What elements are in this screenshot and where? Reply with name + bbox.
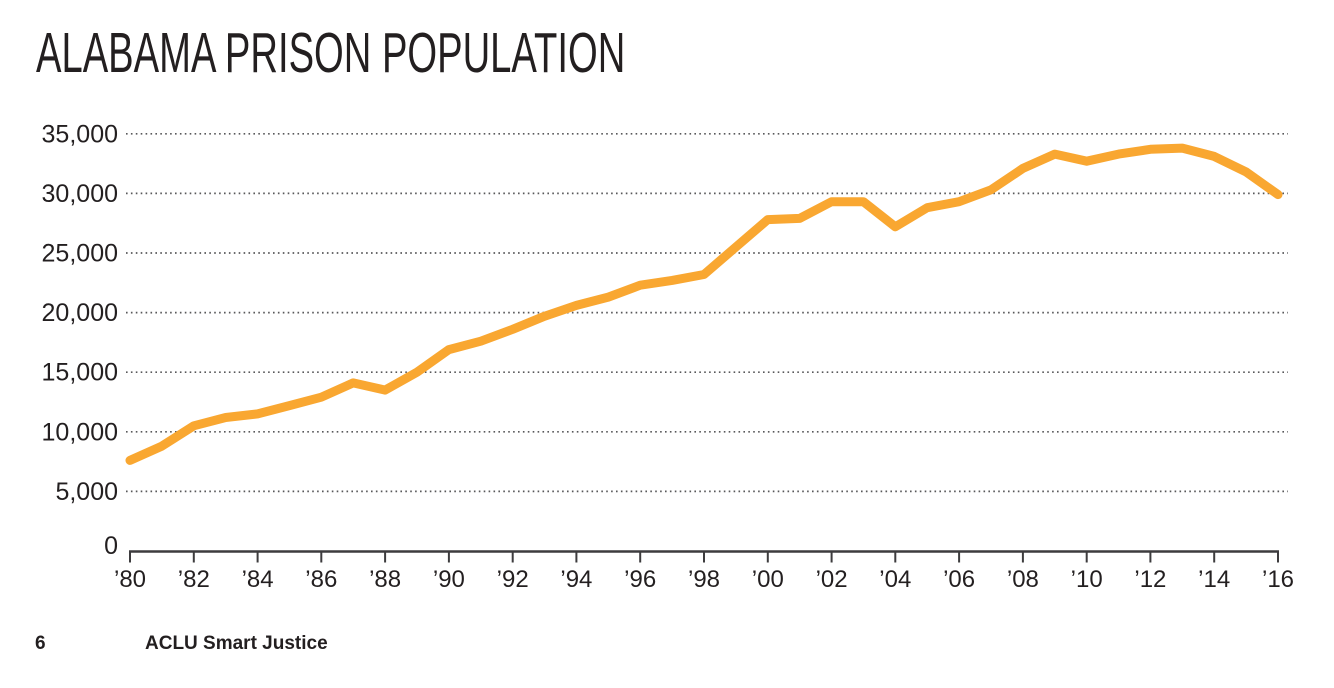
y-axis-label: 0	[104, 532, 118, 560]
x-axis-label: ’02	[816, 566, 848, 593]
page-number: 6	[35, 633, 46, 654]
x-axis-label: ’98	[688, 566, 720, 593]
x-axis-label: ’14	[1198, 566, 1230, 593]
x-axis-label: ’84	[242, 566, 274, 593]
x-axis-label: ’00	[752, 566, 784, 593]
population-line	[125, 143, 1283, 465]
chart-title: ALABAMA PRISON POPULATION	[36, 21, 626, 85]
y-axis-label: 15,000	[42, 359, 118, 387]
x-axis-label: ’08	[1007, 566, 1039, 593]
y-axis-label: 10,000	[42, 418, 118, 446]
y-axis-label: 35,000	[42, 120, 118, 148]
x-axis-label: ’12	[1134, 566, 1166, 593]
x-axis-label: ’80	[114, 566, 146, 593]
x-axis-label: ’82	[178, 566, 210, 593]
y-axis-label: 5,000	[55, 478, 118, 506]
x-axis-label: ’88	[369, 566, 401, 593]
x-axis-label: ’86	[305, 566, 337, 593]
x-axis-label: ’10	[1071, 566, 1103, 593]
x-axis-label: ’94	[560, 566, 592, 593]
footer-brand: ACLU Smart Justice	[145, 633, 328, 654]
y-axis-label: 25,000	[42, 240, 118, 268]
x-axis-label: ’04	[879, 566, 911, 593]
y-axis-label: 30,000	[42, 180, 118, 208]
y-axis-label: 20,000	[42, 299, 118, 327]
x-axis-label: ’96	[624, 566, 656, 593]
x-axis-label: ’06	[943, 566, 975, 593]
x-axis-label: ’16	[1262, 566, 1294, 593]
x-axis-label: ’90	[433, 566, 465, 593]
x-axis-label: ’92	[497, 566, 529, 593]
